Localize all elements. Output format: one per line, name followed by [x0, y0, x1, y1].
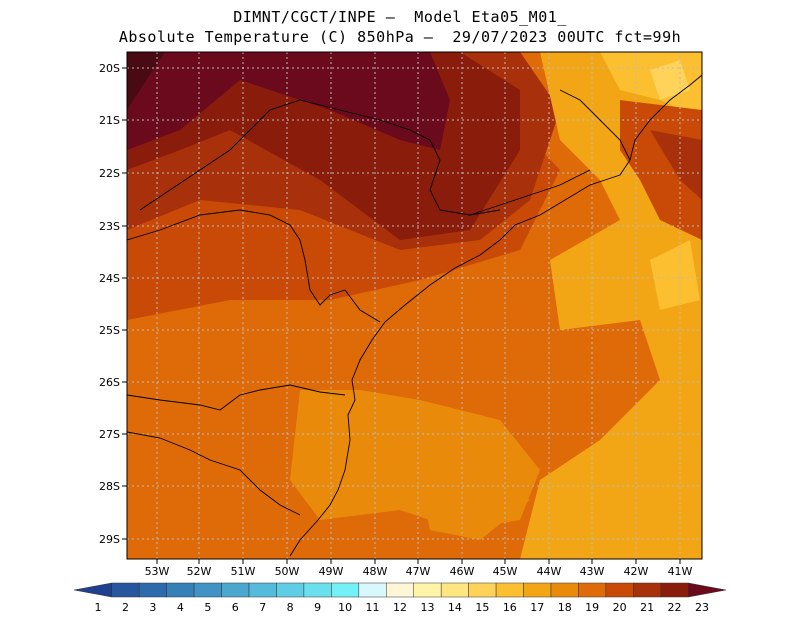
axis-ticks: [122, 67, 681, 564]
lat-label: 28S: [99, 480, 120, 493]
colorbar-label: 18: [558, 601, 572, 614]
lon-label: 42W: [624, 565, 649, 578]
lon-label: 48W: [363, 565, 388, 578]
colorbar-segment: [413, 582, 442, 598]
colorbar-segment: [331, 582, 360, 598]
colorbar-label: 15: [475, 601, 489, 614]
temperature-field: [127, 52, 702, 559]
lon-label: 53W: [145, 565, 170, 578]
chart-title-line-1: DIMNT/CGCT/INPE – Model Eta05_M01_: [233, 8, 567, 26]
colorbar-label: 22: [668, 601, 682, 614]
colorbar-segment: [276, 582, 305, 598]
lat-label: 22S: [99, 167, 120, 180]
state-border-mg-sp: [139, 99, 501, 216]
colorbar-segment: [303, 582, 332, 598]
colorbar-label: 17: [530, 601, 544, 614]
colorbar-segment: [550, 582, 579, 598]
latitude-labels: 20S 21S 22S 23S 24S 25S 26S 27S 28S 29S: [99, 62, 120, 546]
lon-label: 51W: [231, 565, 256, 578]
lon-label: 43W: [580, 565, 605, 578]
colorbar-label: 5: [204, 601, 211, 614]
lon-label: 44W: [537, 565, 562, 578]
longitude-labels: 53W 52W 51W 50W 49W 48W 47W 46W 45W 44W …: [145, 565, 693, 578]
colorbar-segment: [358, 582, 387, 598]
colorbar-label: 12: [393, 601, 407, 614]
colorbar-segment: [605, 582, 634, 598]
colorbar-label: 8: [287, 601, 294, 614]
colorbar-label: 2: [122, 601, 129, 614]
colorbar-segment: [578, 582, 607, 598]
colorbar-label: 16: [503, 601, 517, 614]
colorbar-segment: [660, 582, 689, 598]
grid-lines: [127, 52, 702, 559]
colorbar-segment: [440, 582, 469, 598]
colorbar-segment: [633, 582, 662, 598]
lat-label: 29S: [99, 533, 120, 546]
lon-label: 52W: [187, 565, 212, 578]
lon-label: 46W: [450, 565, 475, 578]
state-border-sc-rs: [127, 431, 301, 516]
colorbar-segment: [468, 582, 497, 598]
lon-label: 41W: [668, 565, 693, 578]
colorbar-segment: [386, 582, 414, 598]
colorbar-label: 19: [585, 601, 599, 614]
map-frame: [126, 51, 703, 560]
state-border-mg-rj: [469, 169, 591, 216]
colorbar-label: 10: [338, 601, 352, 614]
colorbar-segment: [111, 582, 140, 598]
coastline-and-borders: [127, 74, 702, 557]
lat-label: 24S: [99, 272, 120, 285]
lat-label: 23S: [99, 220, 120, 233]
coastline: [289, 74, 702, 557]
colorbar-label: 14: [448, 601, 462, 614]
lat-label: 21S: [99, 114, 120, 127]
lon-label: 49W: [319, 565, 344, 578]
colorbar-label: 3: [149, 601, 156, 614]
colorbar-segment: [193, 582, 222, 598]
lat-label: 25S: [99, 324, 120, 337]
colorbar-label: 1: [95, 601, 102, 614]
colorbar-label: 23: [695, 601, 709, 614]
colorbar-segment: [73, 582, 112, 598]
colorbar-label: 9: [314, 601, 321, 614]
colorbar-segment: [221, 582, 250, 598]
colorbar-label: 7: [259, 601, 266, 614]
colorbar-segment: [138, 582, 167, 598]
colorbar-label: 21: [640, 601, 654, 614]
colorbar-label: 4: [177, 601, 184, 614]
lat-label: 20S: [99, 62, 120, 75]
colorbar-label: 13: [420, 601, 434, 614]
state-border-mg-es: [559, 89, 631, 161]
lon-label: 45W: [493, 565, 518, 578]
colorbar-label: 11: [366, 601, 380, 614]
state-border-sp-pr: [127, 209, 381, 323]
colorbar-label: 6: [232, 601, 239, 614]
colorbar: 1 2 3 4 5 6 7 8 9 10 11 12 13 14 15 16 17 18 19 20 21 22 23: [73, 582, 727, 614]
colorbar-label: 20: [613, 601, 627, 614]
chart-title-line-2: Absolute Temperature (C) 850hPa – 29/07/…: [118, 28, 682, 46]
lat-label: 27S: [99, 428, 120, 441]
lon-label: 50W: [275, 565, 300, 578]
colorbar-segment: [688, 582, 727, 598]
colorbar-segment: [248, 582, 277, 598]
colorbar-segment: [166, 582, 195, 598]
colorbar-segment: [523, 582, 552, 598]
lat-label: 26S: [99, 376, 120, 389]
colorbar-segment: [495, 582, 524, 598]
lon-label: 47W: [406, 565, 431, 578]
state-border-pr-sc: [127, 384, 346, 411]
